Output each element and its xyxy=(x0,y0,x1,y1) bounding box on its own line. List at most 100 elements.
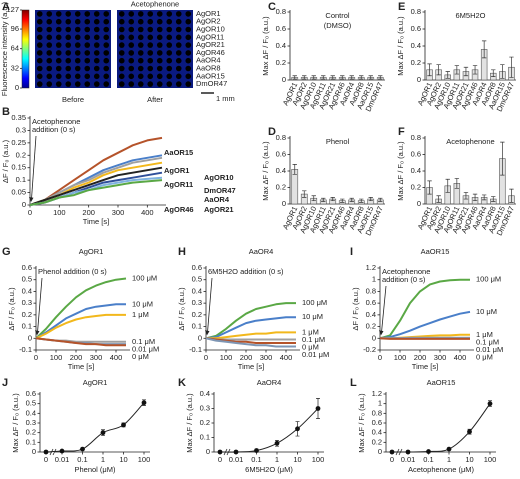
array-spot xyxy=(46,34,53,41)
point xyxy=(80,446,85,452)
error-bar xyxy=(330,197,335,202)
y-tick-label: 1 xyxy=(372,275,376,284)
array-spot xyxy=(36,81,43,87)
array-spot xyxy=(84,50,91,56)
x-axis-label: 6M5H2O (μM) xyxy=(245,465,293,474)
legend-label: AgOR1 xyxy=(164,166,189,175)
y-tick-label: 0.4 xyxy=(200,389,210,398)
series-label: 0.01 μM xyxy=(132,344,159,353)
x-axis-label: Phenol (μM) xyxy=(74,465,116,474)
colorbar-tick-label: 64 xyxy=(11,44,19,53)
colorbar-label: Fluorescence intensity (a.u.) xyxy=(0,1,9,96)
y-tick-label: 0.1 xyxy=(22,322,32,331)
y-tick-label: 0.4 xyxy=(411,41,421,50)
y-tick-label: 0.5 xyxy=(22,275,32,284)
y-tick-label: 0.3 xyxy=(16,125,26,134)
y-tick-label: 0.15 xyxy=(11,163,26,172)
point xyxy=(100,430,106,436)
error-bar xyxy=(302,190,307,198)
array-spot xyxy=(147,26,154,33)
y-tick-label: 0.4 xyxy=(372,428,382,437)
array-spot xyxy=(166,65,173,72)
array-spot xyxy=(55,50,62,56)
array-spot xyxy=(128,73,135,80)
series-line xyxy=(29,136,163,206)
array-spot xyxy=(156,11,163,17)
x-tick-label: 400 xyxy=(454,353,467,362)
x-tick-label: 100 xyxy=(50,353,63,362)
array-spot xyxy=(36,57,43,64)
y-tick-label: -0.1 xyxy=(189,345,202,354)
array-spot xyxy=(84,34,91,41)
panel-letter: C xyxy=(268,1,276,13)
colorbar-tick-label: 127 xyxy=(6,5,19,14)
y-tick-label: 0 xyxy=(417,75,421,84)
annotation-arrow xyxy=(207,277,213,333)
y-tick-label: 0.2 xyxy=(276,58,286,67)
array-spot xyxy=(36,34,43,41)
series-label: 10 μM xyxy=(476,307,497,316)
array-spot xyxy=(55,57,62,64)
array-spot xyxy=(36,50,43,56)
array-spot xyxy=(166,73,173,80)
error-bar xyxy=(359,198,364,203)
y-tick-label: 0 xyxy=(417,199,421,208)
point xyxy=(426,449,431,454)
error-bar xyxy=(445,71,450,79)
y-axis-label: ΔF / F₀ (a.u.) xyxy=(177,287,186,331)
series-line xyxy=(29,156,163,206)
chart-title: AaOR15 xyxy=(421,247,450,256)
point xyxy=(405,449,411,455)
array-spot xyxy=(147,18,154,25)
array-spot xyxy=(46,73,53,80)
array-spot xyxy=(137,34,144,41)
chart-subtitle: (DMSO) xyxy=(324,21,352,30)
y-tick-label: 0.6 xyxy=(366,298,376,307)
error-bar xyxy=(463,192,469,200)
row-label: DmOR47 xyxy=(196,79,227,88)
y-tick-label: 0.2 xyxy=(192,310,202,319)
x-tick-label: 300 xyxy=(434,353,447,362)
point xyxy=(487,401,493,407)
array-spot xyxy=(84,73,91,80)
array-spot xyxy=(118,81,125,87)
annotation: addition (0 s) xyxy=(32,125,76,134)
array-spot xyxy=(118,42,125,48)
array-spot xyxy=(175,57,182,64)
point xyxy=(295,426,300,432)
series-line xyxy=(29,179,163,206)
array-spot xyxy=(55,73,62,80)
array-spot xyxy=(55,65,62,72)
y-tick-label: 0.4 xyxy=(22,286,32,295)
chart-title: Phenol xyxy=(326,137,350,146)
error-bar xyxy=(481,40,487,59)
array-spot xyxy=(147,73,154,80)
array-spot xyxy=(166,57,173,64)
x-tick-label: 10 xyxy=(119,455,127,464)
colorbar-tick-label: 0 xyxy=(15,83,19,92)
y-tick-label: 0.8 xyxy=(276,7,286,16)
array-spot xyxy=(185,50,192,56)
series-line xyxy=(205,337,296,348)
row-label: AgOR10 xyxy=(196,24,225,33)
series-label: 10 μM xyxy=(132,299,153,308)
array-spot xyxy=(93,65,100,72)
array-spot xyxy=(55,26,62,33)
x-tick-label: 200 xyxy=(240,353,253,362)
legend-label: AgOR21 xyxy=(204,205,234,214)
array-spot xyxy=(93,11,100,17)
y-tick-label: 0.6 xyxy=(26,389,36,398)
x-tick-label: 1 xyxy=(101,455,105,464)
array-spot xyxy=(147,34,154,41)
array-spot xyxy=(74,26,81,33)
x-tick-label: 1 xyxy=(275,455,279,464)
x-tick-label: 10 xyxy=(465,455,473,464)
chart-title: Control xyxy=(325,11,350,20)
series-label: 0.1 μM xyxy=(132,337,155,346)
array-spot xyxy=(65,26,72,33)
array-spot xyxy=(93,18,100,25)
array-spot xyxy=(166,34,173,41)
series-label: 0.01 μM xyxy=(302,350,329,359)
y-tick-label: 0.2 xyxy=(411,58,421,67)
